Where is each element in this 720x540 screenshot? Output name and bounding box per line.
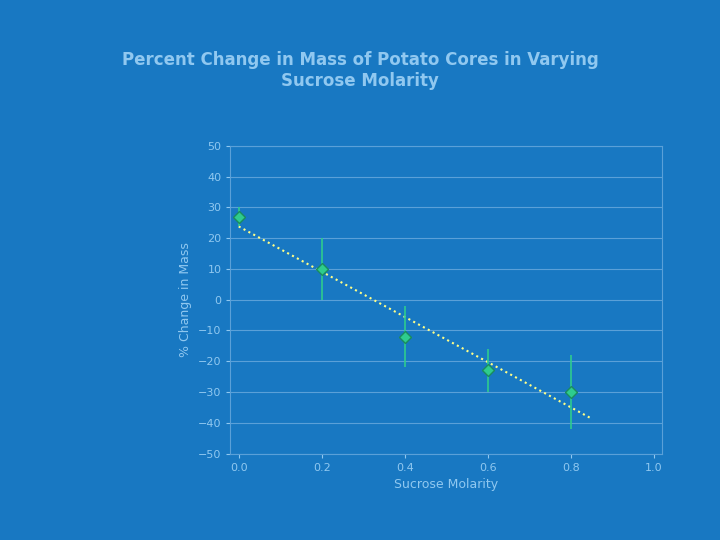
Text: Percent Change in Mass of Potato Cores in Varying
Sucrose Molarity: Percent Change in Mass of Potato Cores i… [122,51,598,90]
Y-axis label: % Change in Mass: % Change in Mass [179,242,192,357]
X-axis label: Sucrose Molarity: Sucrose Molarity [395,478,498,491]
